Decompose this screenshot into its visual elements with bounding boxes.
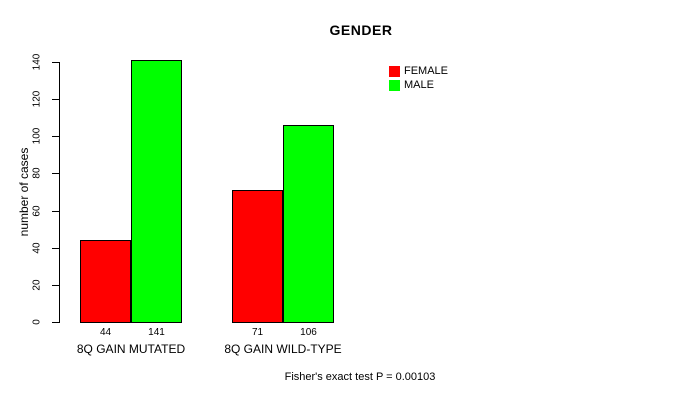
y-axis-tick <box>52 173 59 175</box>
y-axis-tick <box>52 284 59 286</box>
legend-swatch-male <box>389 79 400 91</box>
y-axis-tick <box>52 210 59 212</box>
bar-female-0 <box>80 240 131 323</box>
legend: FEMALE MALE <box>389 64 448 92</box>
chart-title: GENDER <box>329 22 393 38</box>
legend-label: MALE <box>404 79 434 91</box>
y-axis-tick-label: 120 <box>31 90 43 108</box>
y-axis-tick-label: 60 <box>31 205 43 217</box>
y-axis-line <box>59 62 60 323</box>
bar-value-label: 141 <box>148 327 165 338</box>
bar-value-label: 71 <box>251 327 264 338</box>
y-axis-tick <box>52 322 59 323</box>
bar-value-label: 44 <box>99 327 112 338</box>
y-axis-tick <box>52 62 59 63</box>
bar-male-0 <box>131 60 182 323</box>
y-axis-tick-label: 0 <box>31 319 43 325</box>
legend-item-male: MALE <box>389 78 448 92</box>
y-axis-tick <box>52 247 59 249</box>
bar-male-1 <box>283 125 334 323</box>
y-axis-tick-label: 20 <box>31 279 43 291</box>
y-axis-tick <box>52 99 59 101</box>
category-label: 8Q GAIN MUTATED <box>76 342 186 356</box>
bar-female-1 <box>232 190 283 323</box>
y-axis-tick-label: 80 <box>31 167 43 179</box>
legend-label: FEMALE <box>404 65 449 77</box>
y-axis-tick-label: 140 <box>31 53 43 71</box>
y-axis-tick-label: 100 <box>31 127 43 145</box>
y-axis-tick-label: 40 <box>31 242 43 254</box>
legend-swatch-female <box>389 65 400 77</box>
y-axis-tick <box>52 136 59 138</box>
legend-item-female: FEMALE <box>389 64 448 78</box>
category-label: 8Q GAIN WILD-TYPE <box>224 342 342 356</box>
bar-value-label: 106 <box>300 327 317 338</box>
stat-note: Fisher's exact test P = 0.00103 <box>284 371 436 383</box>
